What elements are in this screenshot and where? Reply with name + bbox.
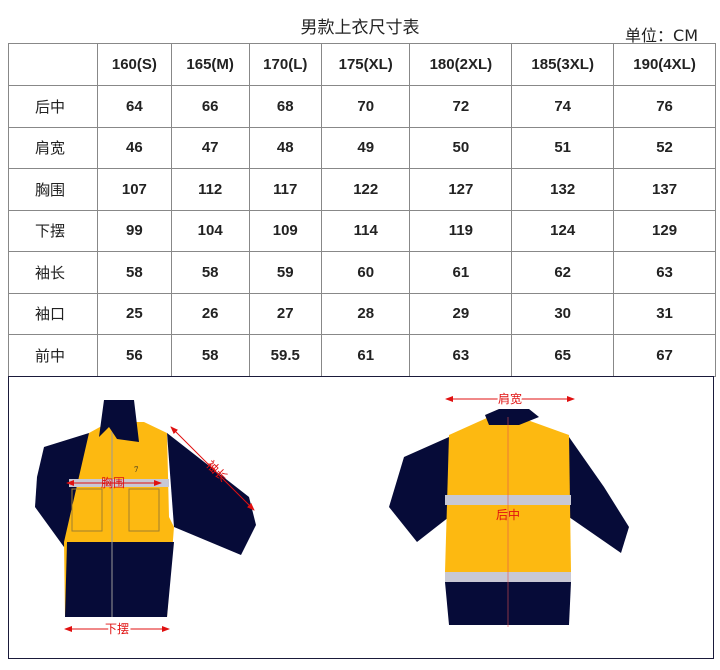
size-value: 107 [97, 168, 172, 211]
size-value: 62 [511, 251, 615, 294]
size-value: 114 [320, 209, 411, 252]
size-value: 28 [320, 292, 411, 335]
front-jacket: 7 [35, 400, 256, 632]
row-label: 下摆 [8, 209, 98, 252]
size-value: 109 [248, 209, 322, 252]
back-jacket [389, 396, 629, 627]
size-value: 56 [97, 334, 172, 377]
size-value: 30 [511, 292, 615, 335]
size-value: 63 [613, 251, 716, 294]
size-value: 58 [97, 251, 172, 294]
size-value: 117 [248, 168, 322, 211]
table-row: 后中 64 66 68 70 72 74 76 [8, 85, 716, 128]
size-value: 132 [511, 168, 615, 211]
size-value: 58 [170, 334, 250, 377]
size-value: 50 [409, 126, 513, 169]
size-value: 61 [320, 334, 411, 377]
size-table: 160(S) 165(M) 170(L) 175(XL) 180(2XL) 18… [8, 43, 716, 377]
size-value: 64 [97, 85, 172, 128]
table-row: 胸围 107 112 117 122 127 132 137 [8, 168, 716, 211]
size-value: 104 [170, 209, 250, 252]
size-value: 29 [409, 292, 513, 335]
column-header: 190(4XL) [613, 43, 716, 86]
hem-label: 下摆 [105, 622, 129, 636]
row-label: 肩宽 [8, 126, 98, 169]
size-value: 68 [248, 85, 322, 128]
corner-cell [8, 43, 98, 86]
column-header: 175(XL) [320, 43, 411, 86]
size-value: 124 [511, 209, 615, 252]
size-value: 59 [248, 251, 322, 294]
size-value: 127 [409, 168, 513, 211]
size-value: 76 [613, 85, 716, 128]
size-value: 59.5 [248, 334, 322, 377]
size-value: 27 [248, 292, 322, 335]
size-value: 112 [170, 168, 250, 211]
column-header: 180(2XL) [409, 43, 513, 86]
size-value: 122 [320, 168, 411, 211]
size-value: 31 [613, 292, 716, 335]
size-value: 70 [320, 85, 411, 128]
size-value: 47 [170, 126, 250, 169]
table-row: 袖口 25 26 27 28 29 30 31 [8, 292, 716, 335]
size-value: 99 [97, 209, 172, 252]
table-row: 袖长 58 58 59 60 61 62 63 [8, 251, 716, 294]
row-label: 袖长 [8, 251, 98, 294]
size-value: 129 [613, 209, 716, 252]
size-value: 49 [320, 126, 411, 169]
size-value: 74 [511, 85, 615, 128]
svg-text:7: 7 [134, 466, 138, 474]
size-value: 63 [409, 334, 513, 377]
row-label: 后中 [8, 85, 98, 128]
size-value: 26 [170, 292, 250, 335]
size-value: 58 [170, 251, 250, 294]
size-value: 72 [409, 85, 513, 128]
page-title: 男款上衣尺寸表 [300, 18, 420, 38]
size-value: 52 [613, 126, 716, 169]
size-value: 66 [170, 85, 250, 128]
size-value: 51 [511, 126, 615, 169]
size-value: 48 [248, 126, 322, 169]
column-header: 185(3XL) [511, 43, 615, 86]
table-row: 前中 56 58 59.5 61 63 65 67 [8, 334, 716, 377]
table-header-row: 160(S) 165(M) 170(L) 175(XL) 180(2XL) 18… [8, 43, 716, 86]
shoulder-label: 肩宽 [498, 391, 522, 406]
back-length-label: 后中 [496, 507, 520, 522]
jacket-diagram: 7 胸围 袖长 下摆 肩宽 后中 [8, 376, 714, 659]
size-value: 60 [320, 251, 411, 294]
column-header: 165(M) [170, 43, 250, 86]
size-value: 25 [97, 292, 172, 335]
column-header: 160(S) [97, 43, 172, 86]
size-value: 46 [97, 126, 172, 169]
size-value: 67 [613, 334, 716, 377]
row-label: 前中 [8, 334, 98, 377]
size-value: 119 [409, 209, 513, 252]
size-value: 61 [409, 251, 513, 294]
table-row: 下摆 99 104 109 114 119 124 129 [8, 209, 716, 252]
chest-label: 胸围 [101, 475, 125, 490]
row-label: 胸围 [8, 168, 98, 211]
size-value: 65 [511, 334, 615, 377]
column-header: 170(L) [248, 43, 322, 86]
table-row: 肩宽 46 47 48 49 50 51 52 [8, 126, 716, 169]
unit-label: 单位：CM [625, 26, 698, 45]
row-label: 袖口 [8, 292, 98, 335]
size-value: 137 [613, 168, 716, 211]
